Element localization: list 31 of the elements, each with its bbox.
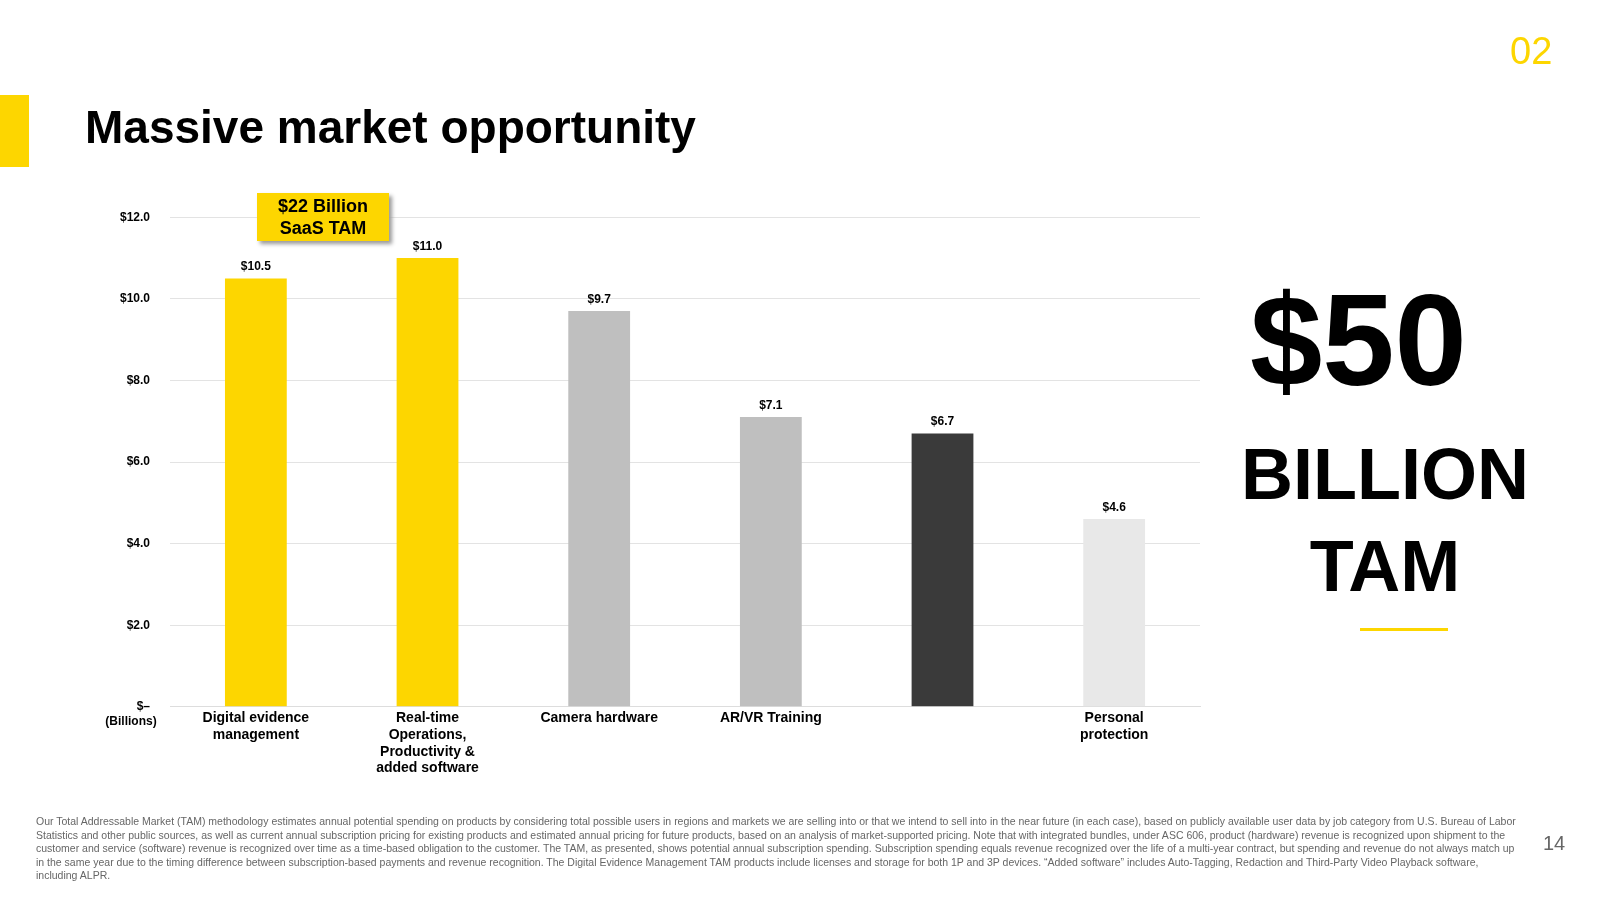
chart-title: Massive market opportunity — [85, 100, 696, 154]
text: $50 — [1250, 267, 1467, 413]
bar — [911, 433, 974, 707]
y-tick-label: $12.0 — [120, 209, 151, 224]
x-tick-label: Digital evidence management — [202, 709, 310, 742]
x-tick-label: Personal protection — [1079, 709, 1149, 742]
x-tick-label: Camera hardware — [540, 709, 659, 726]
y-tick-label: $6.0 — [126, 454, 151, 469]
bar — [224, 278, 287, 707]
data-label: $9.7 — [587, 292, 612, 307]
y-tick-label: $2.0 — [126, 617, 151, 632]
data-label: $10.5 — [240, 259, 272, 274]
y-tick-label: $– — [136, 699, 151, 714]
text: BILLION TAM — [1240, 433, 1530, 608]
data-label: $4.6 — [1102, 500, 1127, 515]
bar — [396, 258, 459, 707]
data-label: $6.7 — [930, 414, 955, 429]
y-tick-label: $10.0 — [120, 291, 151, 306]
data-label: $7.1 — [759, 398, 783, 413]
x-tick-label: AR/VR Training — [719, 709, 822, 726]
y-axis-title: (Billions) — [105, 713, 157, 728]
y-tick-label: $8.0 — [126, 372, 151, 387]
text: 14 — [1543, 832, 1566, 855]
x-tick-label: Real-time Operations, Productivity & added software — [376, 709, 480, 776]
annotation: $22 Billion SaaS TAM — [257, 193, 389, 241]
y-tick-label: $4.0 — [126, 535, 151, 550]
data-label: $11.0 — [412, 239, 443, 253]
bar — [568, 311, 631, 707]
text: 02 — [1510, 30, 1553, 73]
text: Our Total Addressable Market (TAM) methodology estimates annual potential spending on products by considering total possible users in regions and markets we are selling into or that we intend to sell into in the near future (in each case), based on publicly available user data by job category from U.S. Bureau of Labor Statistics and other public sources, as well as current annual subscription pricing for existing products and estimated annual pricing for future products, based on an analysis of market-supported pricing. Note that with integrated bundles, under ASC 606, product (hardware) revenue is recognized upon shipment to the customer and service (software) revenue is recognized over time as a time-based obligation to the customer. The TAM, as presented, shows potential annual subscription spending. Subscription spending equals revenue recognized over the life of a multi-year contract, but spending and revenue do not always match up in the same year due to the timing difference between subscription-based payments and revenue recognition. The Digital Evidence Management TAM products include licenses and storage for both 1P and 3P devices. “Added software” includes Auto-Tagging, Redaction and Third-Party Video Playback software, including ALPR. — [36, 815, 1516, 883]
bar — [739, 417, 802, 707]
